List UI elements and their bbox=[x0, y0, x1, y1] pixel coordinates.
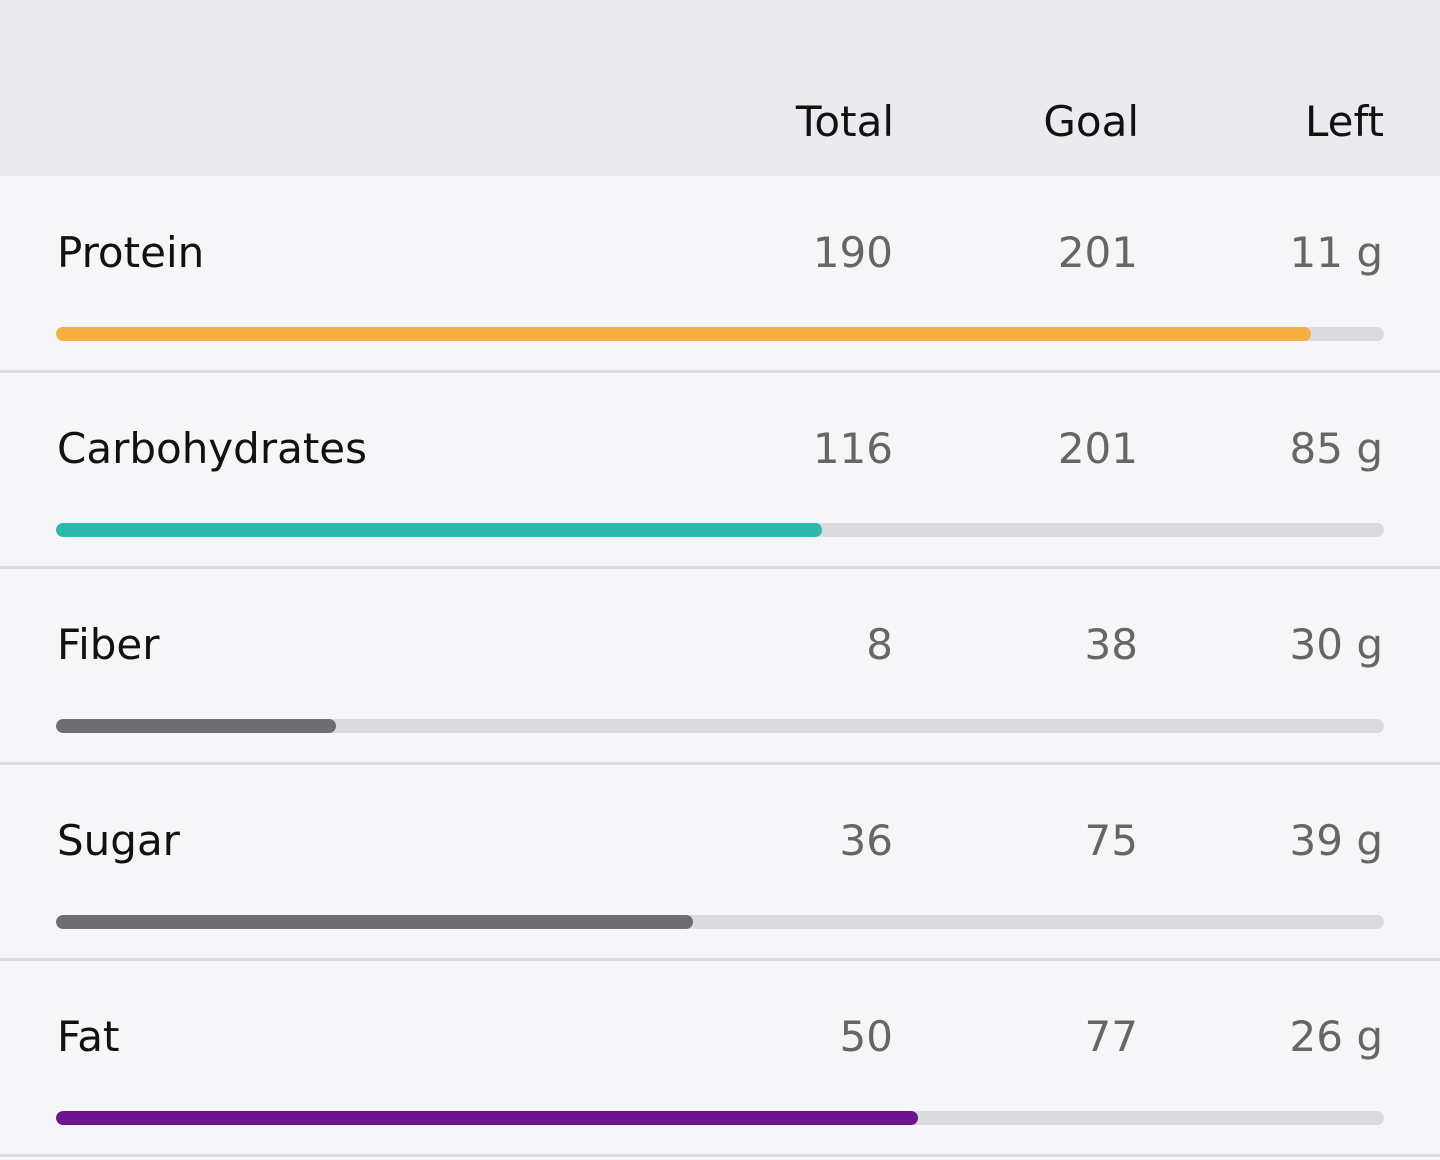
table-row: Fiber 8 38 30 g bbox=[0, 569, 1440, 765]
column-header: Left bbox=[1304, 97, 1384, 146]
column-header: Goal bbox=[1043, 97, 1139, 146]
column-header: Total bbox=[795, 97, 894, 146]
table-row: Sugar 36 75 39 g bbox=[0, 765, 1440, 961]
table-row: Carbohydrates 116 201 85 g bbox=[0, 373, 1440, 569]
total-value: 8 bbox=[866, 620, 893, 669]
table-row: Fat 50 77 26 g bbox=[0, 961, 1440, 1157]
progress-track bbox=[56, 1111, 1384, 1125]
left-value: 39 g bbox=[1289, 816, 1383, 865]
progress-fill bbox=[56, 523, 823, 537]
progress-fill bbox=[56, 719, 336, 733]
left-value: 26 g bbox=[1289, 1012, 1383, 1061]
progress-fill bbox=[56, 1111, 919, 1125]
total-value: 50 bbox=[839, 1012, 893, 1061]
nutrient-name: Carbohydrates bbox=[57, 424, 368, 473]
nutrient-name: Fat bbox=[57, 1012, 120, 1061]
left-value: 11 g bbox=[1289, 228, 1383, 277]
nutrient-name: Sugar bbox=[57, 816, 180, 865]
progress-track bbox=[56, 719, 1384, 733]
table-header: Total Goal Left bbox=[0, 0, 1440, 176]
progress-fill bbox=[56, 915, 694, 929]
total-value: 190 bbox=[812, 228, 893, 277]
progress-track bbox=[56, 523, 1384, 537]
progress-fill bbox=[56, 327, 1312, 341]
goal-value: 75 bbox=[1084, 816, 1138, 865]
goal-value: 38 bbox=[1084, 620, 1138, 669]
left-value: 30 g bbox=[1289, 620, 1383, 669]
goal-value: 201 bbox=[1057, 424, 1138, 473]
nutrient-name: Fiber bbox=[57, 620, 160, 669]
left-value: 85 g bbox=[1289, 424, 1383, 473]
goal-value: 77 bbox=[1084, 1012, 1138, 1061]
total-value: 116 bbox=[812, 424, 893, 473]
progress-track bbox=[56, 915, 1384, 929]
goal-value: 201 bbox=[1057, 228, 1138, 277]
table-row: Protein 190 201 11 g bbox=[0, 177, 1440, 373]
nutrient-name: Protein bbox=[57, 228, 205, 277]
total-value: 36 bbox=[839, 816, 893, 865]
progress-track bbox=[56, 327, 1384, 341]
